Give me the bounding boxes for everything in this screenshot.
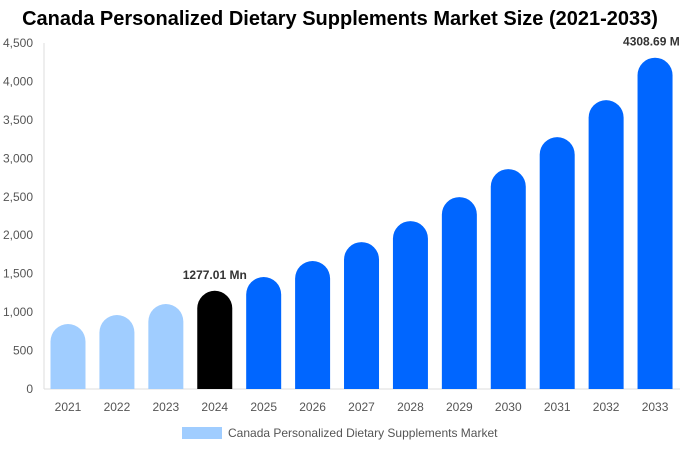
x-tick-label: 2032 — [593, 400, 620, 414]
bar-2027 — [344, 242, 380, 389]
y-tick-label: 4,500 — [3, 36, 33, 50]
x-tick-label: 2031 — [544, 400, 571, 414]
x-tick-label: 2030 — [495, 400, 522, 414]
y-tick-label: 4,000 — [3, 74, 33, 88]
bar-2032 — [588, 100, 624, 389]
bar-2029 — [441, 197, 477, 389]
x-tick-label: 2025 — [250, 400, 277, 414]
y-tick-label: 500 — [13, 344, 33, 358]
bar-2033 — [637, 57, 673, 390]
chart-title: Canada Personalized Dietary Supplements … — [22, 8, 658, 30]
data-label: 1277.01 Mn — [183, 268, 247, 282]
y-tick-label: 3,000 — [3, 151, 33, 165]
bar-2030 — [490, 169, 526, 389]
legend: Canada Personalized Dietary Supplements … — [182, 426, 497, 440]
y-tick-label: 2,000 — [3, 228, 33, 242]
x-tick-label: 2027 — [348, 400, 375, 414]
bar-2028 — [392, 221, 428, 389]
bar-2026 — [295, 261, 331, 389]
y-tick-label: 0 — [26, 382, 33, 396]
bar-2024 — [197, 290, 233, 389]
data-label: 4308.69 Mn — [623, 35, 680, 49]
x-tick-label: 2024 — [201, 400, 228, 414]
x-tick-label: 2023 — [152, 400, 179, 414]
x-tick-label: 2022 — [104, 400, 131, 414]
x-tick-label: 2029 — [446, 400, 473, 414]
y-tick-label: 1,500 — [3, 267, 33, 281]
bar-2022 — [99, 315, 135, 389]
bar-2031 — [539, 137, 575, 389]
bar-2023 — [148, 304, 184, 389]
y-tick-label: 3,500 — [3, 113, 33, 127]
x-tick-label: 2021 — [55, 400, 82, 414]
bar-2025 — [246, 277, 282, 389]
legend-swatch — [182, 427, 222, 439]
legend-label: Canada Personalized Dietary Supplements … — [228, 426, 498, 440]
x-tick-label: 2026 — [299, 400, 326, 414]
y-tick-label: 2,500 — [3, 190, 33, 204]
x-tick-label: 2033 — [642, 400, 669, 414]
x-tick-label: 2028 — [397, 400, 424, 414]
bar-2021 — [50, 324, 86, 389]
y-tick-label: 1,000 — [3, 305, 33, 319]
